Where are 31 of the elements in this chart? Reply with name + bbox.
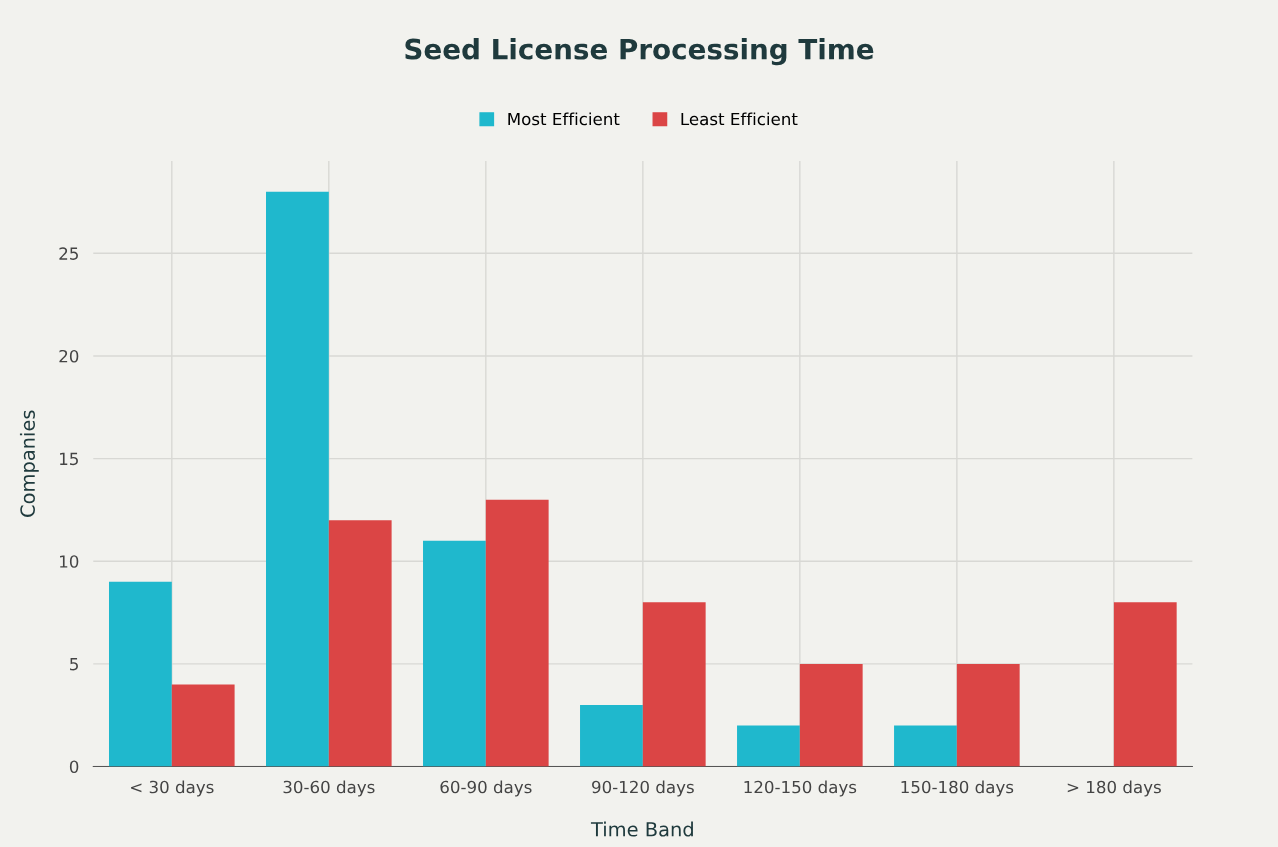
bar xyxy=(956,663,1020,767)
bar xyxy=(799,663,863,767)
x-tick-label: 90-120 days xyxy=(592,780,694,797)
bar xyxy=(485,499,549,767)
y-tick-label: 25 xyxy=(59,247,78,260)
legend-label: Most Efficient xyxy=(508,112,620,126)
y-tick-label: 0 xyxy=(69,760,79,774)
x-tick-label: 150-180 days xyxy=(901,780,1014,797)
y-axis-title: Companies xyxy=(19,410,39,517)
bar xyxy=(894,725,957,767)
bar xyxy=(1113,602,1177,767)
bar xyxy=(642,602,706,767)
legend-label: Least Efficient xyxy=(681,112,798,126)
bar xyxy=(171,684,235,767)
y-tick-label: 20 xyxy=(59,349,79,363)
bar xyxy=(737,725,800,767)
x-tick-label: 30-60 days xyxy=(283,780,375,797)
x-tick-label: < 30 days xyxy=(131,780,214,797)
y-tick-label: 10 xyxy=(60,555,79,568)
bar xyxy=(266,191,329,767)
x-axis-title: Time Band xyxy=(590,821,693,837)
chart-title: Seed License Processing Time xyxy=(405,38,874,66)
bar xyxy=(580,704,643,767)
x-tick-label: 120-150 days xyxy=(744,780,857,797)
bar xyxy=(423,540,486,767)
bar xyxy=(109,581,172,767)
y-tick-label: 5 xyxy=(70,658,78,671)
bar xyxy=(328,520,392,767)
x-tick-label: > 180 days xyxy=(1067,780,1161,797)
x-tick-label: 60-90 days xyxy=(440,780,532,797)
y-tick-label: 15 xyxy=(60,452,78,466)
